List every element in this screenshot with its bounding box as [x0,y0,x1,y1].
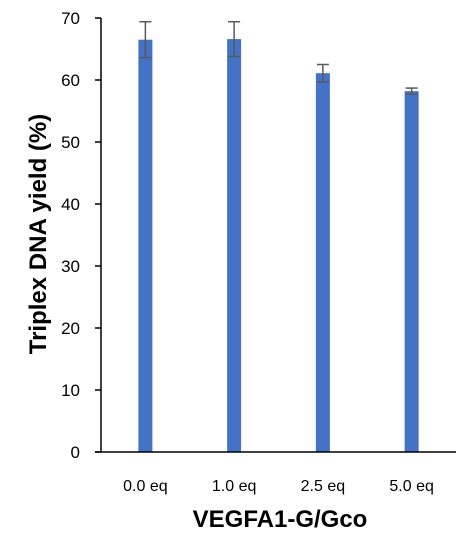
bar-0 [138,39,153,452]
y-tick-label-0: 0 [71,443,80,462]
x-axis-title: VEGFA1-G/Gco [193,506,368,533]
x-tick-label-1: 1.0 eq [212,478,256,495]
y-tick-label-3: 30 [61,257,80,276]
bar-1 [227,39,242,452]
x-tick-label-0: 0.0 eq [123,478,167,495]
axes-layer [95,18,456,453]
error-bar-3 [405,87,418,96]
y-tick-label-4: 40 [61,195,80,214]
error-bar-2 [316,63,329,83]
error-bar-1 [228,20,241,58]
y-tick-label-1: 10 [61,381,80,400]
bar-2 [315,73,330,453]
y-axis-title: Triplex DNA yield (%) [25,114,52,355]
y-tick-labels: 0 10 20 30 40 50 60 70 [61,9,101,462]
bar-3 [404,91,419,452]
y-tick-label-5: 50 [61,133,80,152]
x-tick-labels: 0.0 eq 1.0 eq 2.5 eq 5.0 eq [123,478,434,495]
y-tick-label-2: 20 [61,319,80,338]
x-tick-label-2: 2.5 eq [301,478,345,495]
y-tick-label-7: 70 [61,9,80,28]
bars-layer [138,39,419,453]
error-bar-0 [139,20,152,59]
error-bars-layer [139,20,418,96]
y-tick-label-6: 60 [61,71,80,90]
x-tick-label-3: 5.0 eq [389,478,433,495]
